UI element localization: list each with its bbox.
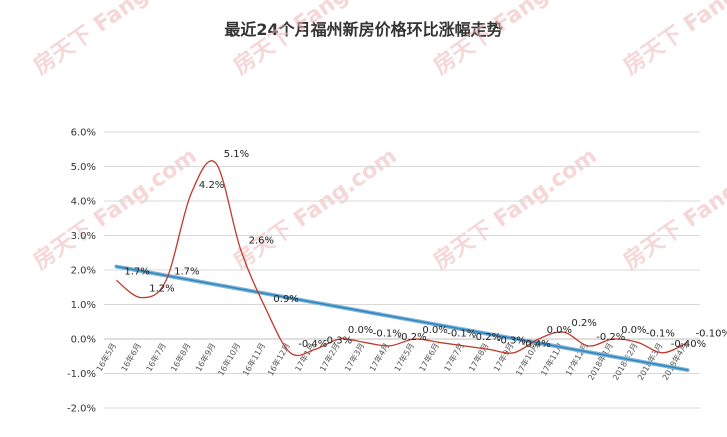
y-tick-label-8: -2.0% [67, 404, 96, 415]
data-label-0: 1.7% [124, 266, 149, 277]
watermark-3: 房天下 Fang.com [619, 0, 727, 80]
data-label-11: -0.2% [398, 332, 427, 343]
data-label-5: 2.6% [249, 235, 274, 246]
data-label-20: 0.0% [621, 325, 646, 336]
y-tick-label-6: 0.0% [71, 335, 96, 346]
x-tick-label-20: 2018年1月 [585, 341, 614, 382]
data-label-12: 0.0% [422, 325, 447, 336]
x-tick-label-5: 16年10月 [215, 341, 242, 377]
x-tick-label-12: 17年5月 [392, 341, 416, 373]
data-label-3: 4.2% [199, 180, 224, 191]
y-tick-label-7: -1.0% [67, 369, 96, 380]
x-tick-label-7: 16年12月 [265, 341, 292, 377]
data-label-15: -0.3% [497, 335, 526, 346]
data-label-2: 1.7% [174, 266, 199, 277]
series-line [116, 160, 688, 357]
y-tick-label-5: 1.0% [71, 300, 96, 311]
data-label-7: -0.4% [298, 339, 327, 350]
data-label-8: -0.3% [323, 335, 352, 346]
y-tick-label-2: 4.0% [71, 197, 96, 208]
data-label-16: -0.4% [522, 339, 551, 350]
data-label-10: -0.1% [373, 328, 402, 339]
x-tick-label-6: 16年11月 [240, 341, 267, 377]
data-label-19: -0.2% [596, 332, 625, 343]
data-label-6: 0.9% [273, 294, 298, 305]
data-label-22: -0.40% [671, 339, 706, 350]
x-tick-label-2: 16年7月 [144, 341, 168, 373]
data-label-4: 5.1% [224, 149, 249, 160]
watermark-2: 房天下 Fang.com [429, 0, 602, 80]
x-tick-label-4: 16年9月 [193, 341, 217, 373]
x-tick-label-13: 17年6月 [417, 341, 441, 373]
y-tick-label-0: 6.0% [71, 128, 96, 139]
data-label-1: 1.2% [149, 284, 174, 295]
x-tick-label-0: 16年5月 [94, 341, 118, 373]
watermark-6: 房天下 Fang.com [429, 143, 602, 275]
watermark-0: 房天下 Fang.com [29, 0, 202, 80]
x-tick-label-15: 17年8月 [466, 341, 490, 373]
trendline [115, 265, 689, 371]
watermark-1: 房天下 Fang.com [229, 0, 402, 80]
y-tick-label-4: 2.0% [71, 266, 96, 277]
data-label-18: 0.2% [571, 318, 596, 329]
data-label-17: 0.0% [547, 325, 572, 336]
chart-title: 最近24个月福州新房价格环比涨幅走势 [224, 20, 503, 39]
x-tick-label-1: 16年6月 [119, 341, 143, 373]
data-label-13: -0.1% [447, 328, 476, 339]
data-label-14: -0.2% [472, 332, 501, 343]
data-label-9: 0.0% [348, 325, 373, 336]
x-tick-label-3: 16年8月 [168, 341, 192, 373]
y-tick-label-1: 5.0% [71, 162, 96, 173]
watermark-7: 房天下 Fang.com [619, 143, 727, 275]
watermark-5: 房天下 Fang.com [229, 143, 402, 275]
watermark-4: 房天下 Fang.com [29, 143, 202, 275]
data-label-23: -0.10% [696, 328, 727, 339]
data-label-21: -0.1% [646, 328, 675, 339]
y-tick-label-3: 3.0% [71, 231, 96, 242]
